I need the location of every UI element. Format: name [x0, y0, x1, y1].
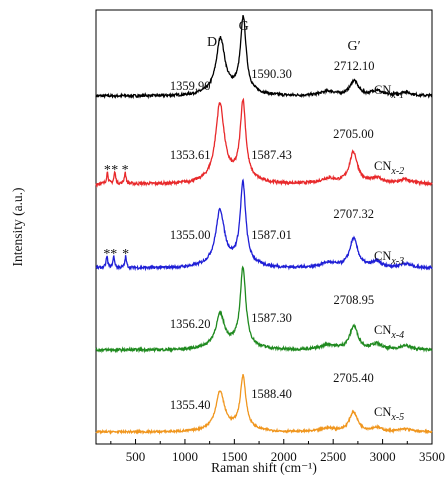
- series-label-sub: x-1: [390, 90, 404, 101]
- impurity-marker: *: [122, 163, 129, 178]
- series-label: CNx-3: [374, 249, 404, 267]
- g2-peak-value: 2705.00: [333, 127, 374, 141]
- band-label: G′: [348, 39, 361, 54]
- series-label-base: CN: [374, 249, 391, 263]
- impurity-marker: *: [110, 247, 117, 262]
- x-tick-label: 500: [126, 449, 146, 464]
- band-label: G: [239, 19, 249, 34]
- impurity-marker: *: [104, 163, 111, 178]
- x-tick-label: 1000: [172, 449, 198, 464]
- spectrum-line-cnx-4: [95, 265, 433, 354]
- series-label-sub: x-2: [390, 166, 404, 177]
- x-tick-label: 2000: [271, 449, 297, 464]
- g-peak-value: 1587.01: [251, 228, 292, 242]
- d-peak-value: 1353.61: [170, 148, 211, 162]
- spectrum-line-cnx-3: [95, 178, 433, 272]
- g-peak-value: 1587.30: [251, 311, 292, 325]
- x-tick-label: 1500: [221, 449, 247, 464]
- g2-peak-value: 2712.10: [334, 59, 375, 73]
- spectrum-line-cnx-2: [95, 97, 433, 188]
- x-axis-ticks: 500 1000 1500 2000 2500 3000 3500: [110, 439, 445, 464]
- x-tick-label: 2500: [320, 449, 346, 464]
- g2-peak-value: 2707.32: [333, 207, 374, 221]
- g2-peak-value: 2708.95: [334, 293, 375, 307]
- x-tick-label: 3500: [419, 449, 445, 464]
- x-tick-label: 3000: [370, 449, 396, 464]
- g2-peak-value: 2705.40: [333, 371, 374, 385]
- d-peak-value: 1355.00: [170, 228, 211, 242]
- series-label-base: CN: [374, 405, 391, 419]
- spectrum-line-cnx-5: [95, 374, 433, 436]
- g-peak-value: 1590.30: [251, 67, 292, 81]
- series-label: CNx-4: [374, 323, 404, 341]
- x-axis-label: Raman shift (cm⁻¹): [211, 460, 317, 475]
- impurity-marker: *: [122, 247, 129, 262]
- series-label-base: CN: [374, 159, 391, 173]
- series-label: CNx-5: [374, 405, 404, 423]
- d-peak-value: 1356.20: [170, 317, 211, 331]
- series-label-sub: x-3: [390, 256, 404, 267]
- series-label-sub: x-5: [390, 412, 404, 423]
- series-label-base: CN: [374, 83, 391, 97]
- impurity-marker: *: [111, 163, 118, 178]
- impurity-marker: *: [103, 247, 110, 262]
- d-peak-value: 1355.40: [170, 398, 211, 412]
- y-axis-label: Intensity (a.u.): [10, 187, 25, 266]
- spectra-traces: [95, 15, 433, 436]
- d-peak-value: 1359.90: [170, 79, 211, 93]
- g-peak-value: 1587.43: [251, 148, 292, 162]
- spectrum-line-cnx-1: [95, 15, 433, 100]
- g-peak-value: 1588.40: [251, 387, 292, 401]
- series-label: CNx-1: [374, 83, 404, 101]
- series-label-base: CN: [374, 323, 391, 337]
- series-label: CNx-2: [374, 159, 404, 177]
- plot-frame: [95, 9, 433, 445]
- band-label: D: [207, 35, 217, 50]
- series-label-sub: x-4: [390, 330, 404, 341]
